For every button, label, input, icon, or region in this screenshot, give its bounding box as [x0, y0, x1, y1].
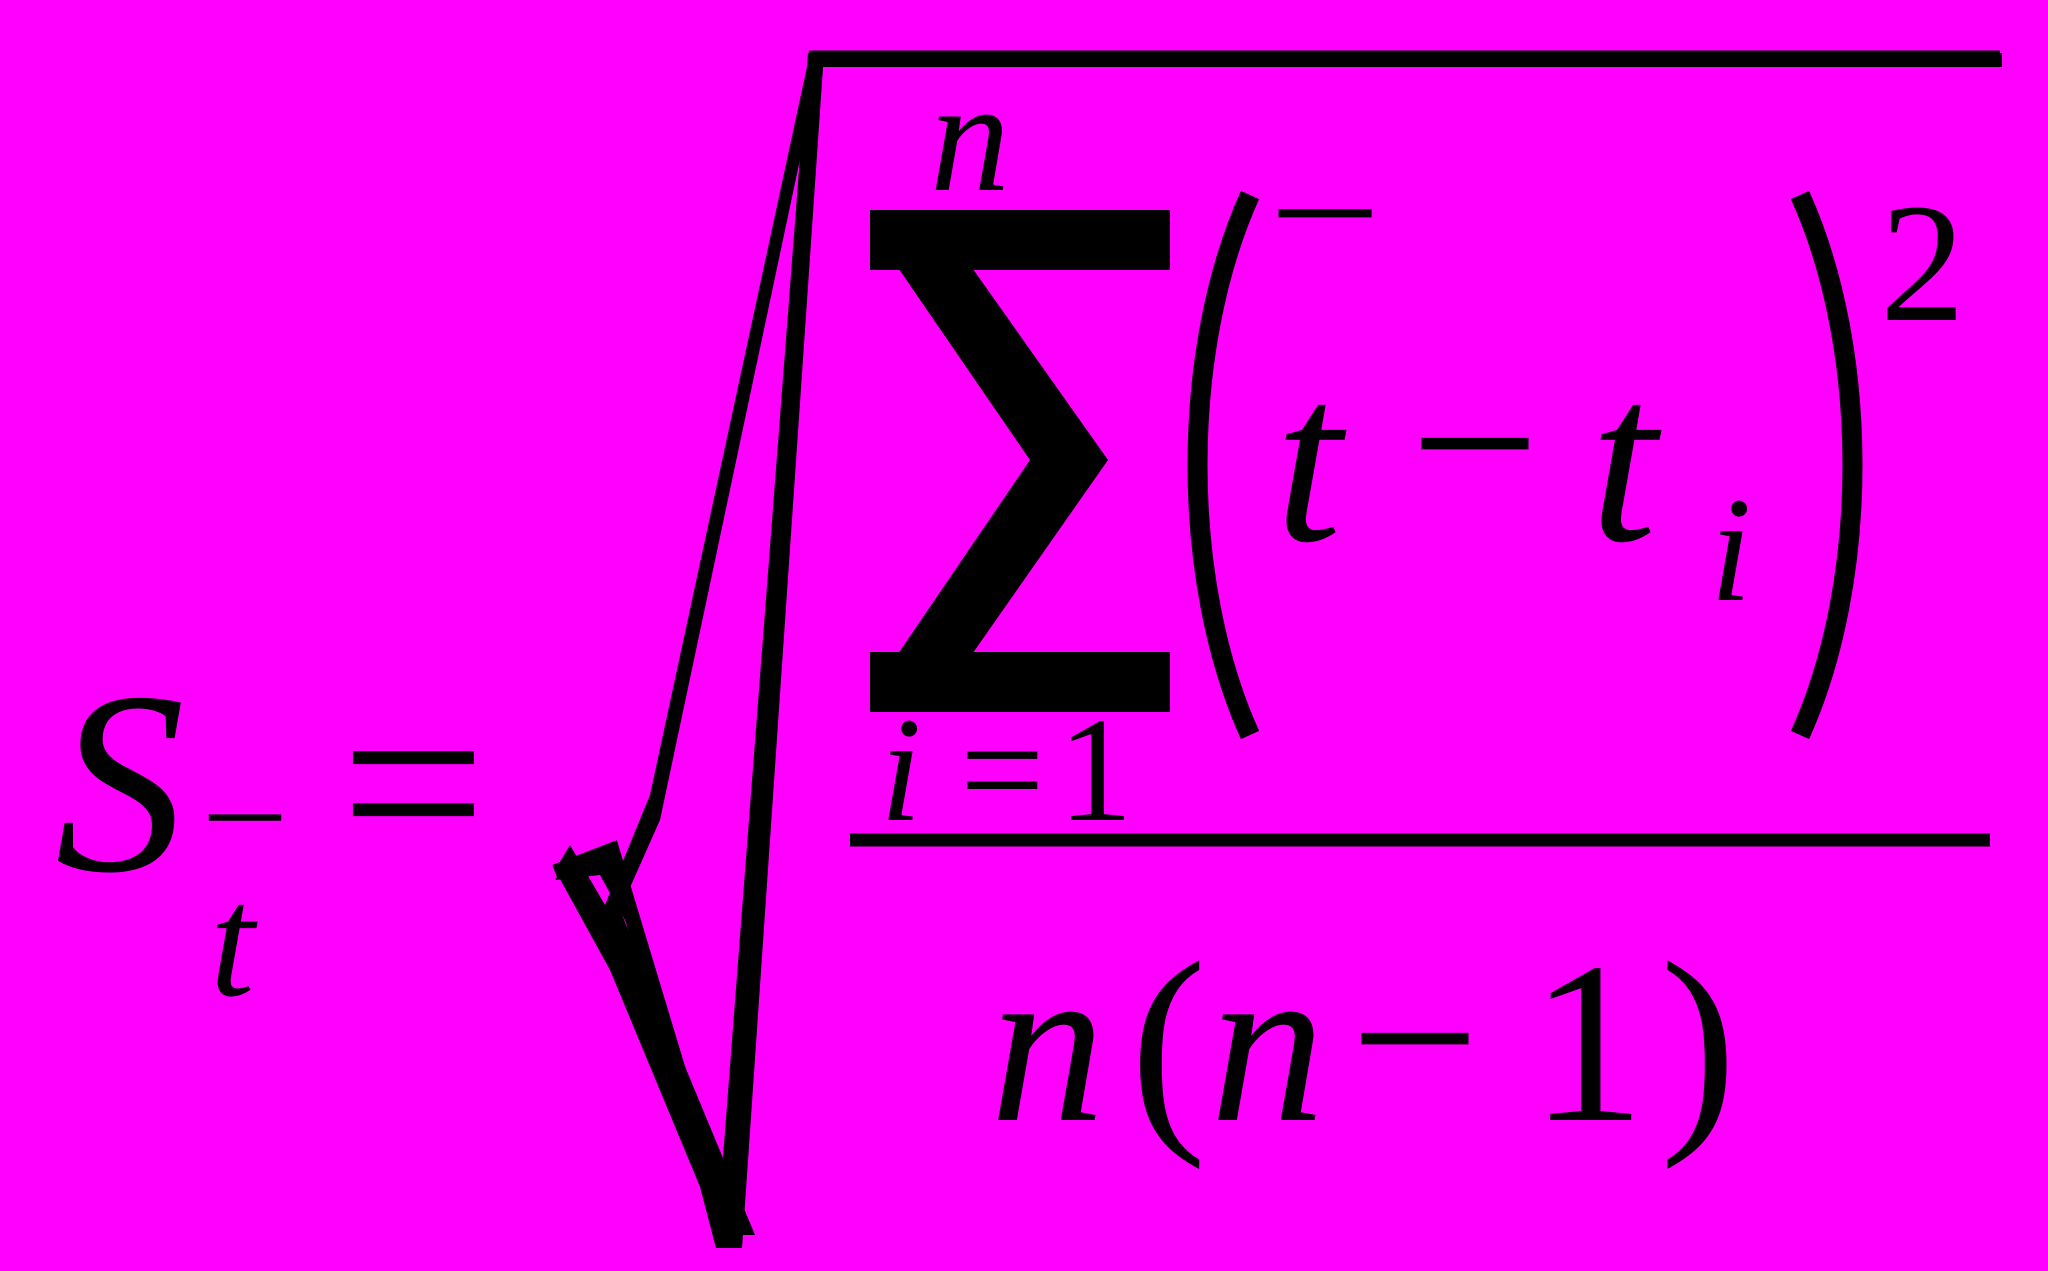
den-n1: n	[990, 915, 1105, 1170]
den-n2: n	[1210, 915, 1325, 1170]
num-minus: −	[1410, 315, 1540, 570]
num-t-sub-i: i	[1710, 467, 1752, 633]
den-minus: −	[1350, 910, 1480, 1165]
equals: =	[340, 639, 487, 927]
sum-upper-n: n	[930, 47, 1010, 225]
formula-svg: S ¯ t = n i = 1 ¯ t	[0, 0, 2048, 1271]
den-lparen: (	[1130, 915, 1207, 1170]
sum-lower-i: i	[880, 687, 922, 853]
den-rparen: )	[1660, 915, 1737, 1170]
den-one: 1	[1530, 915, 1645, 1170]
lhs-S: S	[55, 639, 185, 927]
num-tbar-t: t	[1275, 326, 1347, 592]
sum-lower-one: 1	[1058, 687, 1133, 853]
sum-lower-eq: =	[960, 687, 1045, 853]
num-exp-2: 2	[1880, 169, 1965, 357]
lhs-sub-t: t	[210, 852, 258, 1030]
formula-container: S ¯ t = n i = 1 ¯ t	[0, 0, 2048, 1271]
num-t: t	[1590, 326, 1662, 592]
